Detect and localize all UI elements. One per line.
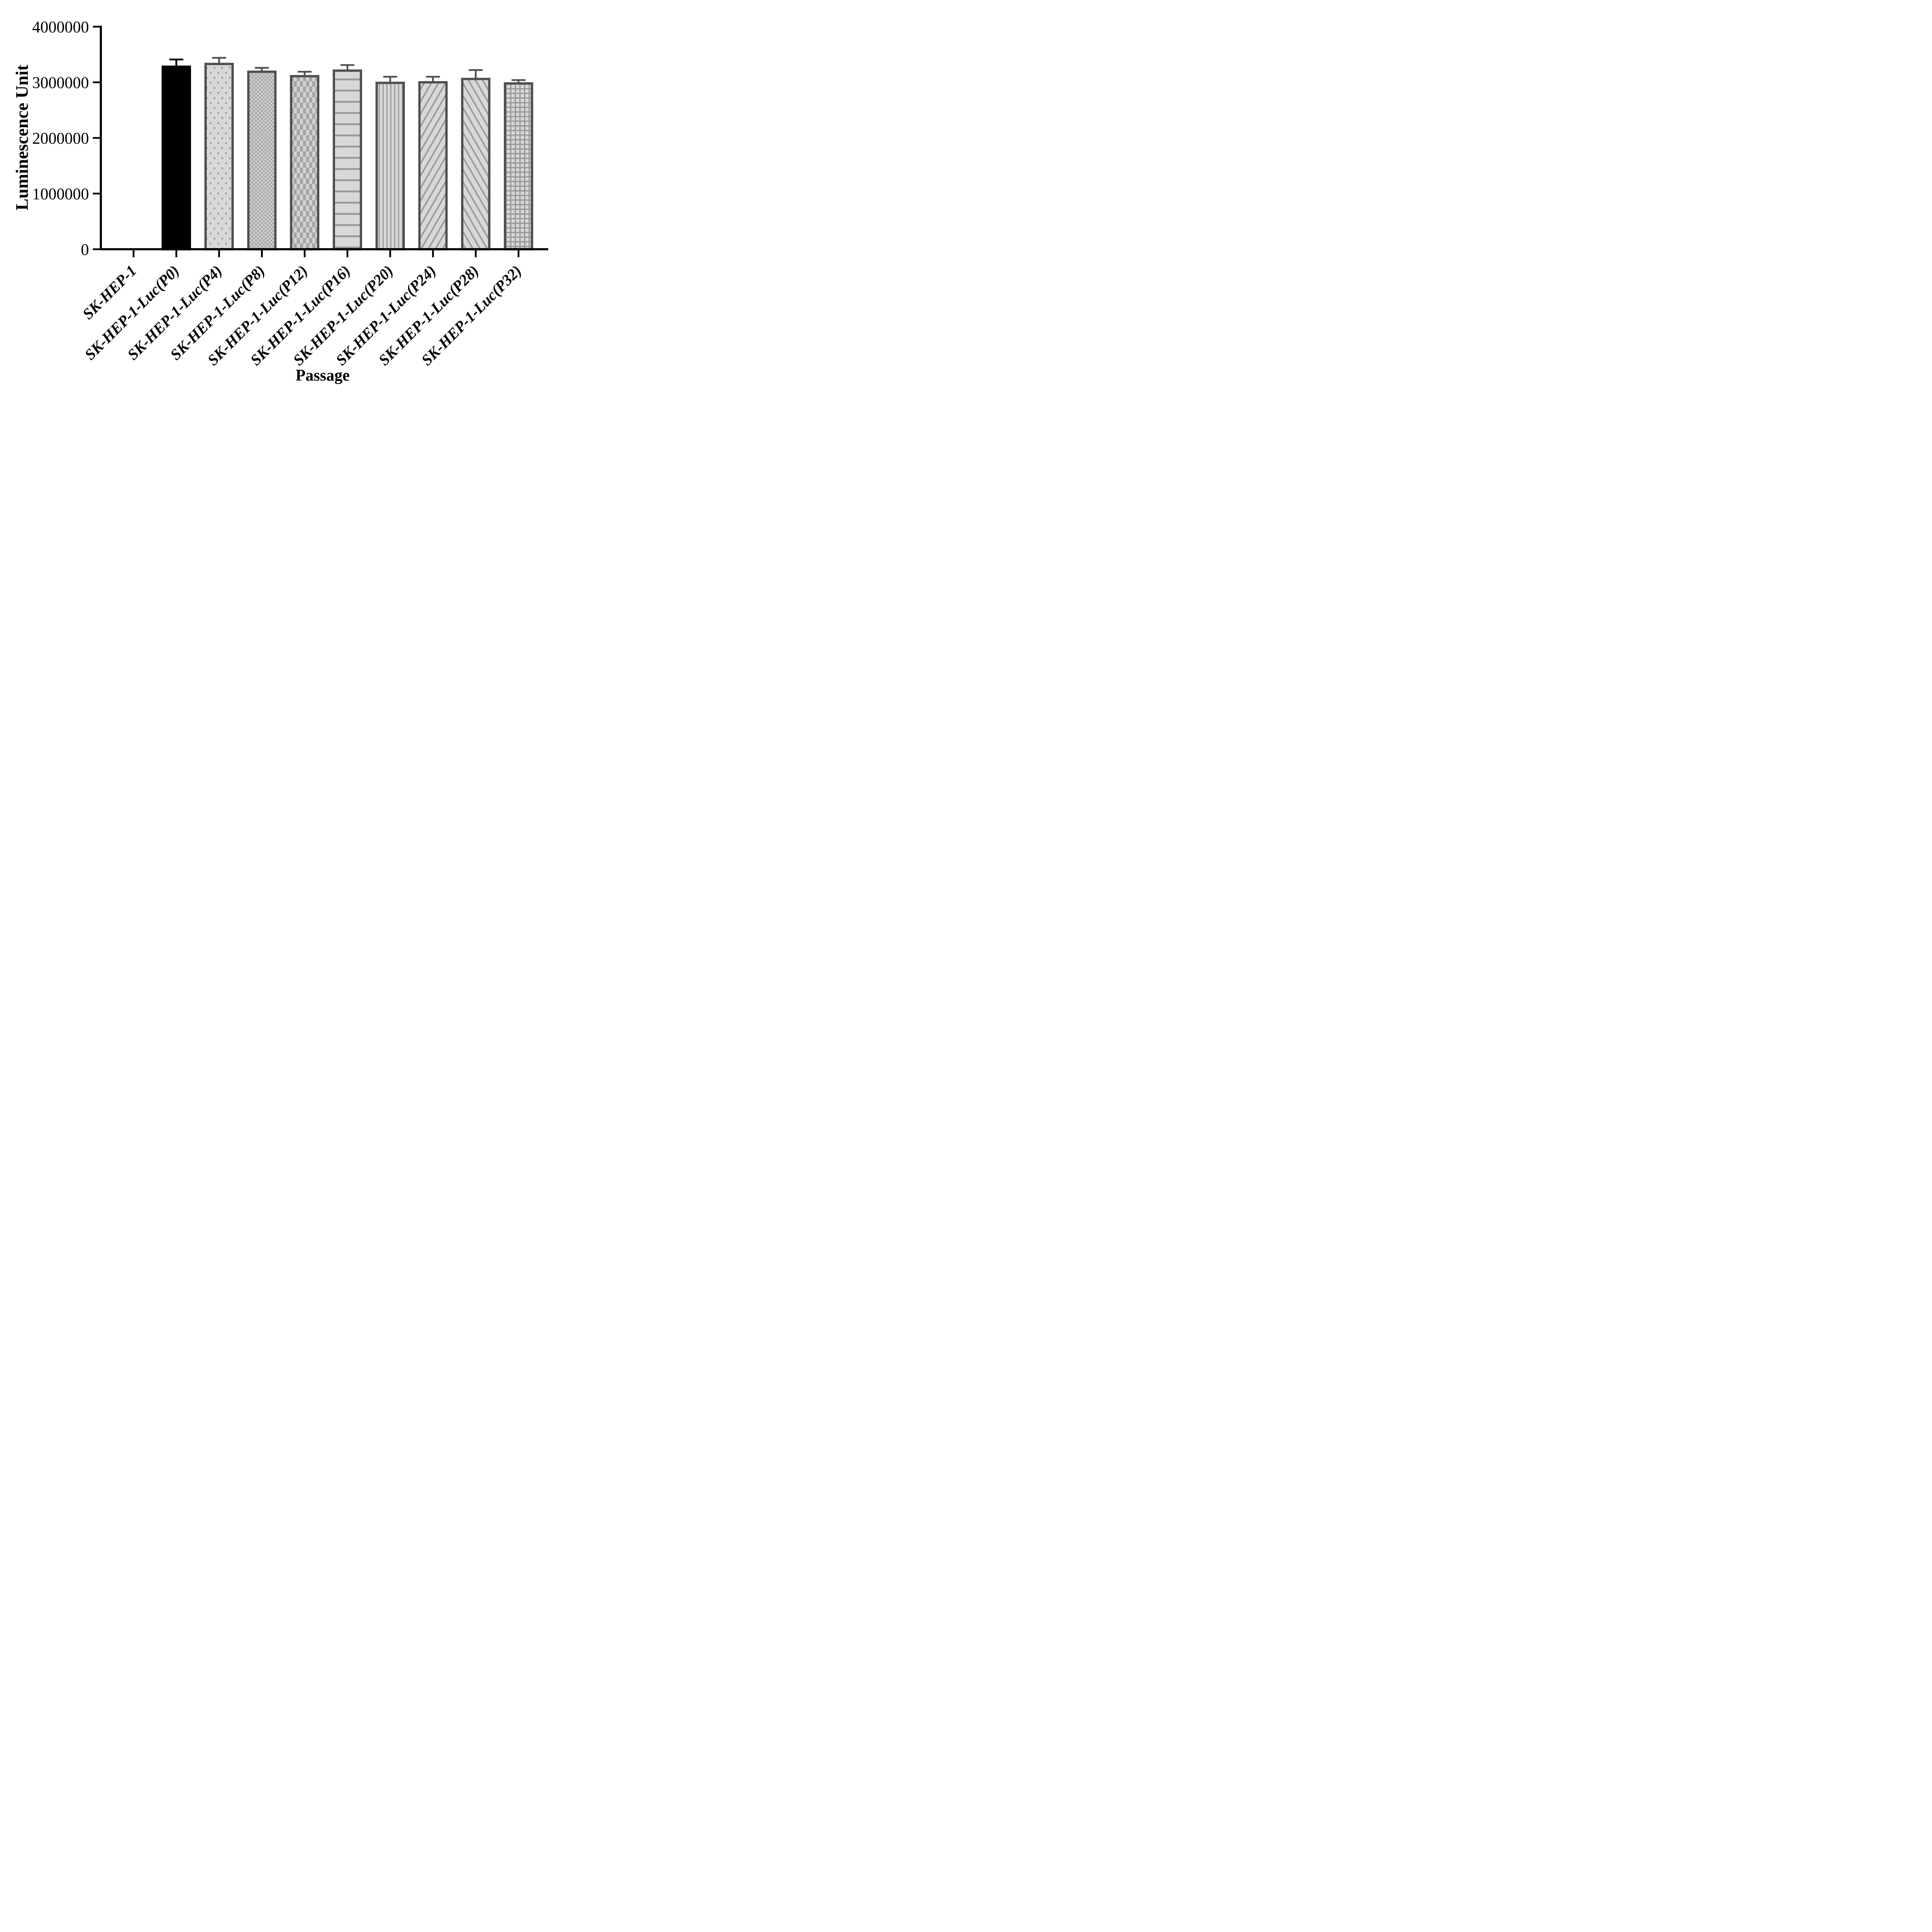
bar-SK-HEP-1-Luc(P0) bbox=[162, 65, 191, 250]
error-bar-cap-SK-HEP-1-Luc(P0) bbox=[169, 58, 184, 61]
y-tick-label-2000000: 2000000 bbox=[32, 130, 89, 148]
error-bar-cap-SK-HEP-1-Luc(P12) bbox=[298, 71, 312, 73]
error-bar-cap-SK-HEP-1-Luc(P8) bbox=[255, 67, 269, 69]
bar-SK-HEP-1-Luc(P8) bbox=[247, 70, 277, 250]
bar-SK-HEP-1-Luc(P16) bbox=[333, 69, 362, 250]
bar-SK-HEP-1-Luc(P24) bbox=[418, 81, 448, 250]
plot-area: 01000000200000030000004000000SK-HEP-1SK-… bbox=[32, 19, 548, 369]
y-tick-label-0: 0 bbox=[81, 241, 89, 259]
bar-chart-figure: 0 1000000 2000000 3000000 4000000 SK-HEP-1 SK-… bbox=[0, 0, 573, 400]
y-tick-label-4000000: 4000000 bbox=[32, 19, 89, 36]
bar-SK-HEP-1-Luc(P20) bbox=[375, 82, 405, 250]
error-bar-cap-SK-HEP-1-Luc(P16) bbox=[340, 64, 355, 66]
bar-SK-HEP-1-Luc(P28) bbox=[461, 78, 491, 251]
y-tick-label-1000000: 1000000 bbox=[32, 185, 89, 203]
error-bar-cap-SK-HEP-1-Luc(P20) bbox=[383, 76, 397, 78]
error-bar-cap-SK-HEP-1-Luc(P4) bbox=[212, 57, 226, 59]
bar-SK-HEP-1-Luc(P12) bbox=[290, 75, 320, 250]
error-bar-cap-SK-HEP-1-Luc(P24) bbox=[426, 76, 440, 78]
error-bar-cap-SK-HEP-1-Luc(P28) bbox=[469, 69, 483, 71]
y-tick-label-3000000: 3000000 bbox=[32, 74, 89, 92]
bar-SK-HEP-1-Luc(P4) bbox=[204, 63, 234, 250]
bar-SK-HEP-1-Luc(P32) bbox=[503, 82, 533, 250]
y-axis-title: Luminescence Unit bbox=[12, 65, 32, 211]
x-axis-title: Passage bbox=[296, 367, 350, 384]
axes-lines bbox=[100, 26, 548, 250]
error-bar-cap-SK-HEP-1-Luc(P32) bbox=[511, 79, 526, 81]
